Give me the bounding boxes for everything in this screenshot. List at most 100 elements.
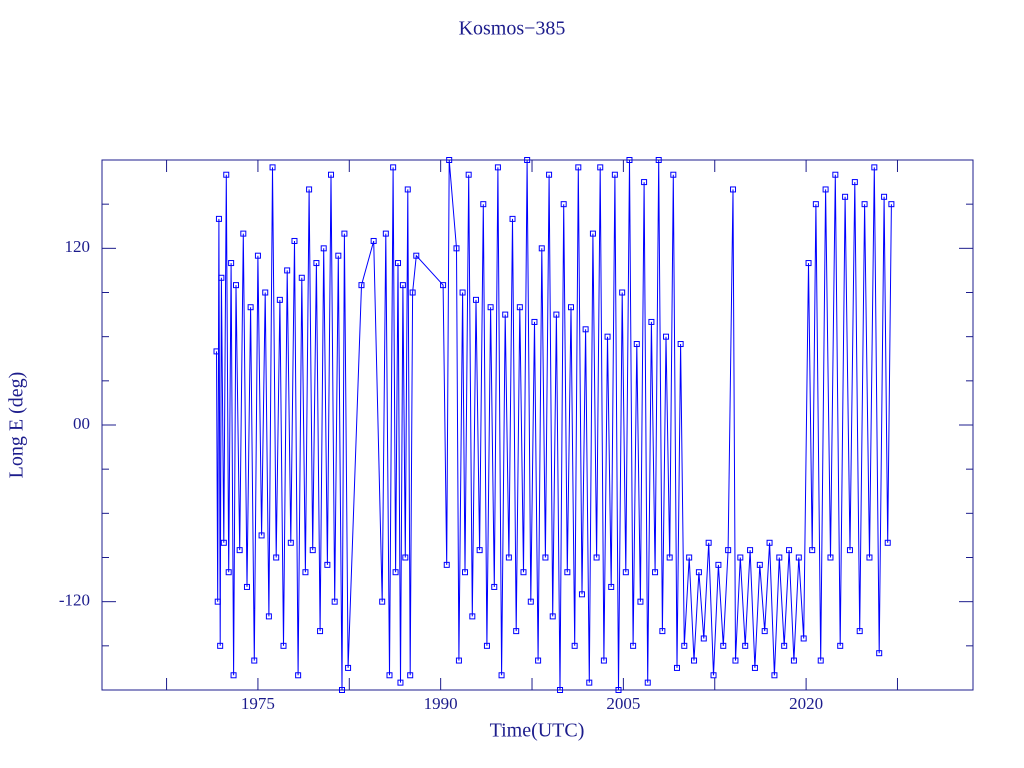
point-marker: [505, 554, 512, 561]
point-marker: [542, 554, 549, 561]
point-marker: [254, 252, 261, 259]
point-marker: [800, 635, 807, 642]
point-marker: [604, 333, 611, 340]
point-marker: [553, 311, 560, 318]
point-marker: [837, 642, 844, 649]
point-marker: [677, 341, 684, 348]
point-marker: [535, 657, 542, 664]
x-tick-label: 1990: [424, 694, 458, 713]
point-marker: [776, 554, 783, 561]
point-marker: [832, 171, 839, 178]
point-marker: [273, 554, 280, 561]
point-marker: [615, 687, 622, 693]
point-marker: [593, 554, 600, 561]
point-marker: [465, 171, 472, 178]
point-marker: [790, 657, 797, 664]
point-marker: [320, 245, 327, 252]
point-marker: [228, 260, 235, 267]
point-marker: [659, 628, 666, 635]
point-marker: [236, 547, 243, 554]
point-marker: [817, 657, 824, 664]
y-tick-label: 00: [73, 414, 90, 433]
point-marker: [409, 289, 416, 296]
point-marker: [407, 672, 414, 679]
point-marker: [586, 679, 593, 686]
point-marker: [462, 569, 469, 576]
point-marker: [240, 230, 247, 237]
point-marker: [648, 318, 655, 325]
point-marker: [223, 171, 230, 178]
point-marker: [751, 664, 758, 671]
point-marker: [230, 672, 237, 679]
point-marker: [524, 157, 531, 163]
point-marker: [397, 679, 404, 686]
point-marker: [309, 547, 316, 554]
point-marker: [809, 547, 816, 554]
point-marker: [328, 171, 335, 178]
point-marker: [622, 569, 629, 576]
point-marker: [822, 186, 829, 193]
point-marker: [258, 532, 265, 539]
point-marker: [331, 598, 338, 605]
point-marker: [358, 282, 365, 289]
point-marker: [469, 613, 476, 620]
point-marker: [766, 539, 773, 546]
point-marker: [695, 569, 702, 576]
point-marker: [476, 547, 483, 554]
point-marker: [265, 613, 272, 620]
point-marker: [549, 613, 556, 620]
point-marker: [737, 554, 744, 561]
point-marker: [827, 554, 834, 561]
point-marker: [345, 664, 352, 671]
point-marker: [335, 252, 342, 259]
x-axis-label: Time(UTC): [490, 720, 585, 742]
point-marker: [459, 289, 466, 296]
point-marker: [453, 245, 460, 252]
point-marker: [440, 282, 447, 289]
point-marker: [413, 252, 420, 259]
point-marker: [633, 341, 640, 348]
point-marker: [251, 657, 258, 664]
x-tick-label: 1975: [241, 694, 275, 713]
point-marker: [280, 642, 287, 649]
point-marker: [538, 245, 545, 252]
point-marker: [866, 554, 873, 561]
point-marker: [531, 318, 538, 325]
point-marker: [705, 539, 712, 546]
point-marker: [395, 260, 402, 267]
point-marker: [681, 642, 688, 649]
point-marker: [509, 215, 516, 222]
point-marker: [761, 628, 768, 635]
point-marker: [262, 289, 269, 296]
point-marker: [725, 547, 732, 554]
point-marker: [691, 657, 698, 664]
point-marker: [670, 171, 677, 178]
point-marker: [494, 164, 501, 171]
point-marker: [742, 642, 749, 649]
point-marker: [619, 289, 626, 296]
point-marker: [302, 569, 309, 576]
point-marker: [756, 561, 763, 568]
point-marker: [842, 193, 849, 200]
point-marker: [483, 642, 490, 649]
point-marker: [786, 547, 793, 554]
point-marker: [218, 274, 225, 281]
point-marker: [600, 657, 607, 664]
point-marker: [582, 326, 589, 333]
point-marker: [243, 583, 250, 590]
point-marker: [720, 642, 727, 649]
point-marker: [578, 591, 585, 598]
point-marker: [666, 554, 673, 561]
point-marker: [298, 274, 305, 281]
point-marker: [491, 583, 498, 590]
point-marker: [379, 598, 386, 605]
y-tick-label: -120: [59, 591, 90, 610]
point-marker: [269, 164, 276, 171]
point-marker: [392, 569, 399, 576]
point-marker: [626, 157, 633, 163]
point-marker: [644, 679, 651, 686]
point-marker: [597, 164, 604, 171]
point-marker: [214, 598, 221, 605]
point-marker: [730, 186, 737, 193]
point-marker: [637, 598, 644, 605]
